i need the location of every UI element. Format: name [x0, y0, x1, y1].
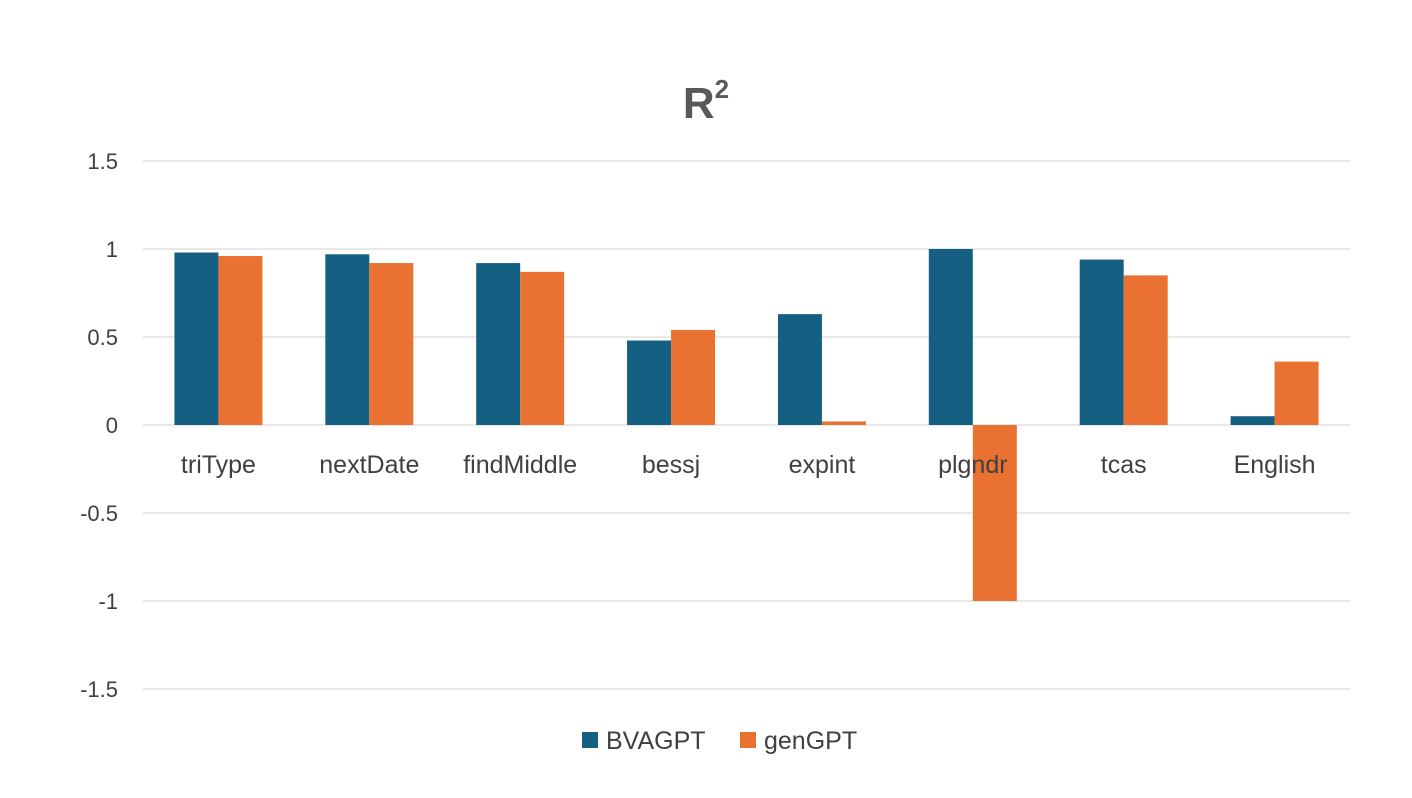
bar-bvagpt-findmiddle: [476, 263, 521, 425]
legend: BVAGPT genGPT: [582, 727, 857, 755]
legend-label-gengpt: genGPT: [764, 727, 857, 755]
chart-title-superscript: 2: [715, 74, 729, 104]
y-tick-label: 0: [106, 413, 118, 438]
bar-bvagpt-tcas: [1079, 259, 1124, 425]
bar-bvagpt-tritype: [174, 252, 219, 425]
bar-gengpt-plgndr: [972, 425, 1017, 601]
bar-bvagpt-nextdate: [325, 254, 370, 425]
bar-bvagpt-expint: [777, 314, 822, 425]
bar-bvagpt-plgndr: [928, 249, 973, 425]
legend-label-bvagpt: BVAGPT: [606, 727, 706, 755]
bar-gengpt-expint: [821, 421, 866, 425]
bars: [174, 249, 1319, 601]
bar-gengpt-english: [1274, 361, 1319, 425]
legend-swatch-gengpt: [740, 732, 756, 748]
y-tick-label: -1: [98, 589, 118, 614]
bar-gengpt-nextdate: [369, 263, 414, 425]
x-category-label: bessj: [642, 451, 700, 479]
x-category-label: findMiddle: [463, 451, 577, 479]
y-tick-label: -1.5: [80, 677, 118, 702]
y-tick-label: 1.5: [87, 149, 118, 174]
x-category-label: expint: [789, 451, 856, 479]
x-category-label: plgndr: [938, 451, 1008, 479]
x-axis-categories: triType nextDate findMiddle bessj expint plgn…: [181, 451, 1316, 479]
bar-gengpt-tcas: [1123, 275, 1168, 425]
chart-title-main: R: [683, 79, 715, 128]
gridlines: [143, 160, 1350, 690]
bar-gengpt-findmiddle: [520, 271, 565, 425]
bar-gengpt-tritype: [218, 256, 263, 425]
bar-bvagpt-english: [1230, 416, 1275, 425]
y-axis-ticks: 1.5 1 0.5 0 -0.5 -1 -1.5: [80, 149, 118, 702]
y-tick-label: -0.5: [80, 501, 118, 526]
y-tick-label: 0.5: [87, 325, 118, 350]
x-category-label: nextDate: [319, 451, 419, 479]
chart-title: R2: [683, 74, 729, 128]
bar-gengpt-bessj: [671, 329, 716, 425]
x-category-label: triType: [181, 451, 256, 479]
legend-swatch-bvagpt: [582, 732, 598, 748]
y-tick-label: 1: [106, 237, 118, 262]
bar-bvagpt-bessj: [627, 340, 672, 425]
x-category-label: English: [1234, 451, 1316, 479]
x-category-label: tcas: [1101, 451, 1147, 479]
